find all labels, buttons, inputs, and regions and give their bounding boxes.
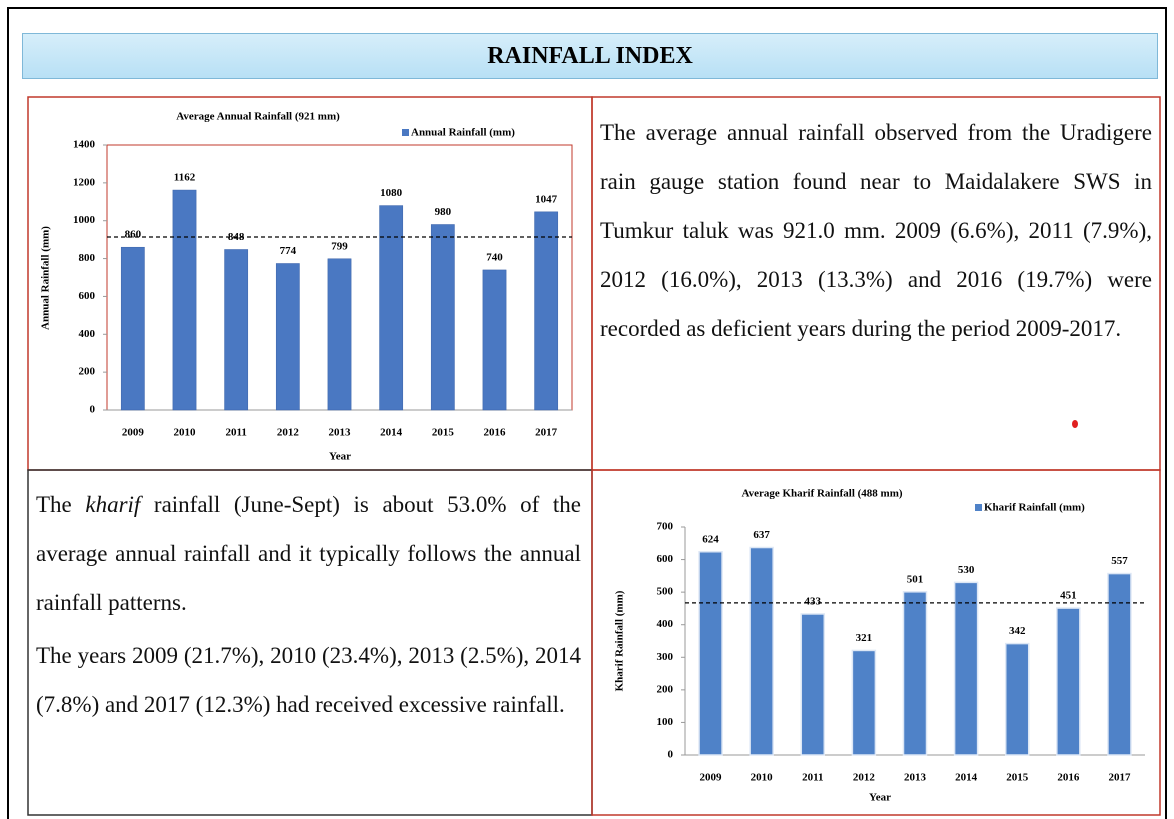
bar — [379, 205, 404, 411]
legend-swatch — [975, 504, 982, 511]
page-title: RAINFALL INDEX — [22, 33, 1158, 79]
x-axis-label: Year — [329, 451, 351, 463]
x-tick-label: 2011 — [802, 772, 823, 784]
x-tick-label: 2015 — [432, 427, 455, 439]
data-label: 1080 — [380, 187, 403, 199]
bar — [534, 211, 559, 411]
data-label: 501 — [907, 573, 924, 585]
y-axis-label: Annual Rainfall (mm) — [40, 226, 52, 330]
y-axis-label: Kharif Rainfall (mm) — [614, 590, 626, 691]
bar — [698, 551, 723, 756]
x-tick-label: 2012 — [853, 772, 876, 784]
x-tick-label: 2009 — [122, 427, 145, 439]
text: The — [36, 492, 86, 517]
data-label: 740 — [486, 251, 503, 263]
bar — [120, 246, 145, 411]
paragraph: The average annual rainfall observed fro… — [600, 108, 1152, 353]
y-tick-label: 200 — [657, 683, 674, 695]
y-tick-label: 100 — [657, 716, 674, 728]
y-tick-label: 0 — [90, 404, 96, 416]
bar — [953, 581, 979, 756]
data-label: 530 — [958, 564, 975, 576]
chart-title: Average Kharif Rainfall (488 mm) — [741, 488, 902, 500]
x-tick-label: 2013 — [904, 772, 927, 784]
x-axis-label: Year — [869, 792, 891, 804]
data-label: 321 — [856, 632, 873, 644]
bar — [1004, 642, 1030, 756]
chart-title: Average Annual Rainfall (921 mm) — [176, 111, 340, 123]
x-tick-label: 2015 — [1006, 772, 1029, 784]
legend-swatch — [402, 129, 409, 136]
y-tick-label: 600 — [657, 553, 674, 565]
x-tick-label: 2014 — [955, 772, 978, 784]
y-tick-label: 1400 — [73, 139, 96, 151]
bar — [800, 613, 826, 756]
panel-border — [591, 469, 1161, 816]
y-tick-label: 1000 — [73, 214, 96, 226]
data-label: 637 — [753, 529, 770, 541]
x-tick-label: 2009 — [700, 772, 723, 784]
dot — [1072, 420, 1078, 428]
y-tick-label: 500 — [657, 586, 674, 598]
y-tick-label: 400 — [79, 328, 96, 340]
y-tick-label: 700 — [657, 521, 674, 533]
bar — [749, 546, 774, 756]
text: The average annual rainfall observed fro… — [600, 120, 1152, 341]
bar — [430, 224, 455, 411]
panel-border — [27, 96, 593, 471]
bar — [275, 263, 300, 411]
text: kharif — [85, 492, 141, 517]
data-label: 342 — [1009, 625, 1026, 637]
y-tick-label: 400 — [657, 618, 674, 630]
data-label: 433 — [805, 595, 822, 607]
legend-label: Annual Rainfall (mm) — [411, 127, 515, 139]
x-tick-label: 2017 — [535, 427, 558, 439]
x-tick-label: 2014 — [380, 427, 403, 439]
data-label: 799 — [331, 240, 348, 252]
x-tick-label: 2011 — [225, 427, 246, 439]
y-tick-label: 0 — [668, 749, 674, 761]
data-label: 624 — [702, 533, 719, 545]
legend-label: Kharif Rainfall (mm) — [984, 502, 1085, 514]
bar — [1056, 607, 1081, 756]
paragraph: The kharif rainfall (June-Sept) is about… — [36, 480, 581, 627]
y-tick-label: 800 — [79, 252, 96, 264]
x-tick-label: 2010 — [751, 772, 774, 784]
x-tick-label: 2012 — [277, 427, 300, 439]
x-tick-label: 2010 — [174, 427, 197, 439]
y-tick-label: 600 — [79, 290, 96, 302]
x-tick-label: 2013 — [329, 427, 352, 439]
data-label: 980 — [435, 206, 452, 218]
x-tick-label: 2017 — [1108, 772, 1131, 784]
y-tick-label: 200 — [79, 366, 96, 378]
bar — [851, 649, 877, 756]
bar — [482, 269, 507, 411]
data-label: 557 — [1111, 555, 1128, 567]
x-tick-label: 2016 — [484, 427, 507, 439]
y-tick-label: 1200 — [73, 176, 96, 188]
outer-border — [7, 7, 1167, 819]
bar — [327, 258, 352, 411]
bar — [172, 189, 197, 411]
data-label: 1047 — [535, 193, 558, 205]
text: rainfall (June-Sept) is about 53.0% of t… — [36, 492, 581, 615]
text: The years 2009 (21.7%), 2010 (23.4%), 20… — [36, 643, 581, 717]
data-label: 451 — [1060, 590, 1077, 602]
paragraph: The years 2009 (21.7%), 2010 (23.4%), 20… — [36, 631, 581, 729]
bar — [1107, 572, 1132, 756]
bar — [224, 249, 249, 411]
data-label: 860 — [125, 229, 142, 241]
data-label: 1162 — [174, 172, 196, 184]
bar — [902, 591, 928, 756]
y-tick-label: 300 — [657, 651, 674, 663]
x-tick-label: 2016 — [1057, 772, 1080, 784]
data-label: 774 — [280, 245, 297, 257]
